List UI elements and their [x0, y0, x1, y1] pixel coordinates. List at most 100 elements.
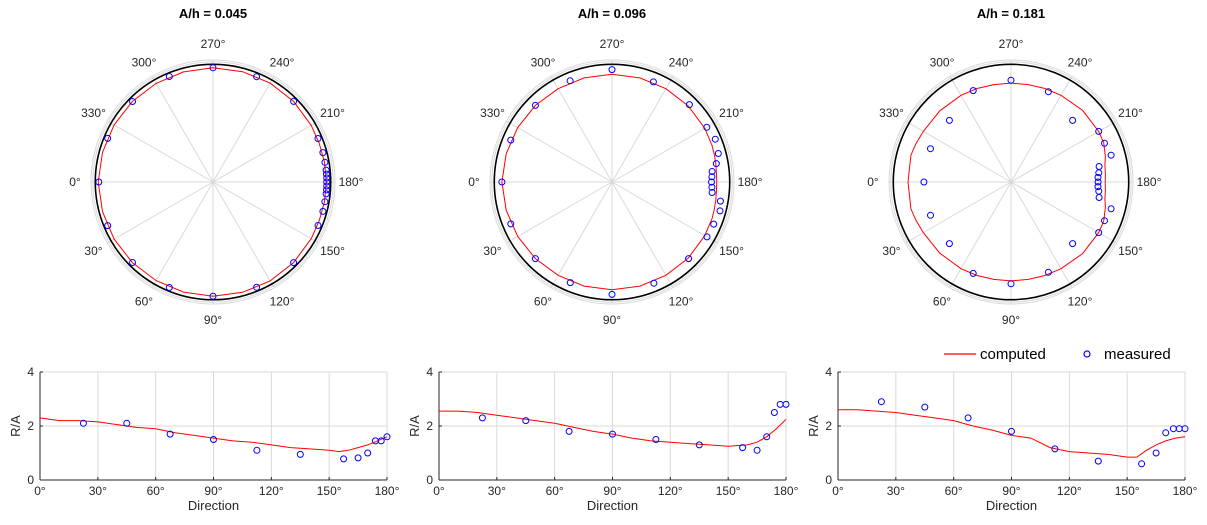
polar-grid-spoke: [611, 181, 674, 288]
y-tick-label: 4: [426, 365, 433, 379]
measured-point: [364, 449, 372, 457]
polar-grid-spoke: [1010, 120, 1117, 183]
measured-point: [322, 190, 330, 198]
measured-point: [377, 437, 385, 445]
measured-point: [1094, 457, 1102, 465]
measured-point: [877, 398, 885, 406]
polar-grid-spoke: [506, 181, 613, 244]
legend: computed measured: [944, 346, 1171, 363]
polar-grid-spoke: [550, 76, 613, 183]
angle-label: 60°: [135, 295, 153, 309]
measured-point: [708, 178, 715, 186]
y-tick-label: 2: [27, 419, 34, 433]
polar-grid-spoke: [151, 76, 214, 183]
measured-point: [1094, 173, 1102, 181]
measured-point: [531, 255, 539, 263]
measured-point: [321, 158, 329, 166]
y-tick-label: 4: [825, 365, 832, 379]
angle-label: 60°: [534, 295, 552, 309]
measured-point: [969, 87, 977, 95]
measured-point: [531, 101, 539, 109]
x-tick-label: 30°: [488, 484, 506, 498]
angle-label: 270°: [201, 37, 226, 51]
measured-point: [695, 441, 703, 449]
computed-line: [97, 67, 327, 297]
legend-measured-label: measured: [1104, 346, 1171, 363]
x-axis-label: Direction: [188, 498, 239, 513]
polar-grid-spoke: [107, 120, 214, 183]
measured-point: [1044, 268, 1052, 276]
measured-point: [253, 446, 261, 454]
line-plot-1: 0° 30° 60° 90° 120° 150° 180° 0 2 4 Direction R/A: [8, 365, 400, 513]
polar-grid-spoke: [611, 181, 718, 244]
measured-point: [319, 149, 327, 157]
measured-point: [1152, 449, 1160, 457]
angle-label: 120°: [1068, 295, 1093, 309]
measured-point: [927, 211, 934, 219]
line-plot-2: 0° 30° 60° 90° 120° 150° 180° 0 2 4 Direction R/A: [407, 365, 799, 513]
x-tick-label: 0°: [433, 484, 445, 498]
x-tick-label: 60°: [147, 484, 165, 498]
measured-point: [1095, 187, 1103, 195]
x-tick-label: 120°: [1057, 484, 1082, 498]
polar-plot-1: 0° 30° 60° 90° 120° 150° 180° 210° 240° 270° 300° 3…: [69, 6, 363, 327]
measured-point: [608, 290, 616, 298]
measured-point: [703, 123, 711, 131]
angle-label: 210°: [719, 106, 744, 120]
measured-point: [566, 279, 574, 287]
x-axis-label: Direction: [587, 498, 638, 513]
measured-point: [296, 450, 304, 458]
measured-point: [1095, 127, 1103, 135]
x-tick-label: 90°: [204, 484, 222, 498]
measured-point: [921, 403, 929, 411]
measured-point: [739, 444, 747, 452]
measured-point: [104, 222, 112, 230]
measured-point: [507, 136, 515, 144]
x-tick-label: 150°: [1115, 484, 1140, 498]
reference-circle: [493, 63, 731, 301]
measured-point: [323, 182, 331, 190]
x-tick-label: 180°: [774, 484, 799, 498]
angle-label: 240°: [669, 56, 694, 70]
measured-point: [123, 419, 131, 427]
measured-point: [321, 198, 329, 206]
measured-point: [964, 414, 972, 422]
y-axis-label: R/A: [407, 415, 422, 437]
angle-label: 270°: [600, 37, 625, 51]
polar-grid-spoke: [611, 120, 718, 183]
x-tick-label: 30°: [887, 484, 905, 498]
x-tick-label: 120°: [259, 484, 284, 498]
angle-label: 330°: [480, 106, 505, 120]
angle-label: 60°: [933, 295, 951, 309]
measured-point: [1051, 445, 1059, 453]
measured-point: [290, 259, 298, 267]
measured-point: [323, 170, 330, 178]
measured-point: [712, 160, 720, 168]
measured-point: [319, 207, 327, 215]
measured-point: [708, 168, 716, 175]
measured-point: [945, 240, 953, 248]
measured-point: [714, 150, 722, 157]
measured-point: [210, 436, 217, 443]
angle-label: 90°: [603, 313, 621, 327]
computed-line: [39, 417, 388, 453]
angle-label: 150°: [1118, 244, 1143, 258]
measured-point: [708, 183, 716, 191]
measured-point: [1044, 88, 1052, 96]
measured-point: [1095, 194, 1103, 201]
measured-point: [710, 220, 718, 228]
measured-point: [340, 455, 348, 463]
measured-point: [927, 145, 934, 153]
angle-label: 210°: [320, 106, 345, 120]
polar-grid-spoke: [212, 181, 319, 244]
measured-point: [763, 433, 771, 441]
x-tick-label: 180°: [375, 484, 400, 498]
angle-label: 0°: [468, 175, 480, 189]
angle-label: 180°: [738, 175, 763, 189]
reference-circle: [94, 63, 332, 301]
measured-point: [209, 292, 217, 300]
measured-point: [322, 166, 330, 174]
x-tick-label: 120°: [658, 484, 683, 498]
measured-point: [565, 427, 573, 435]
